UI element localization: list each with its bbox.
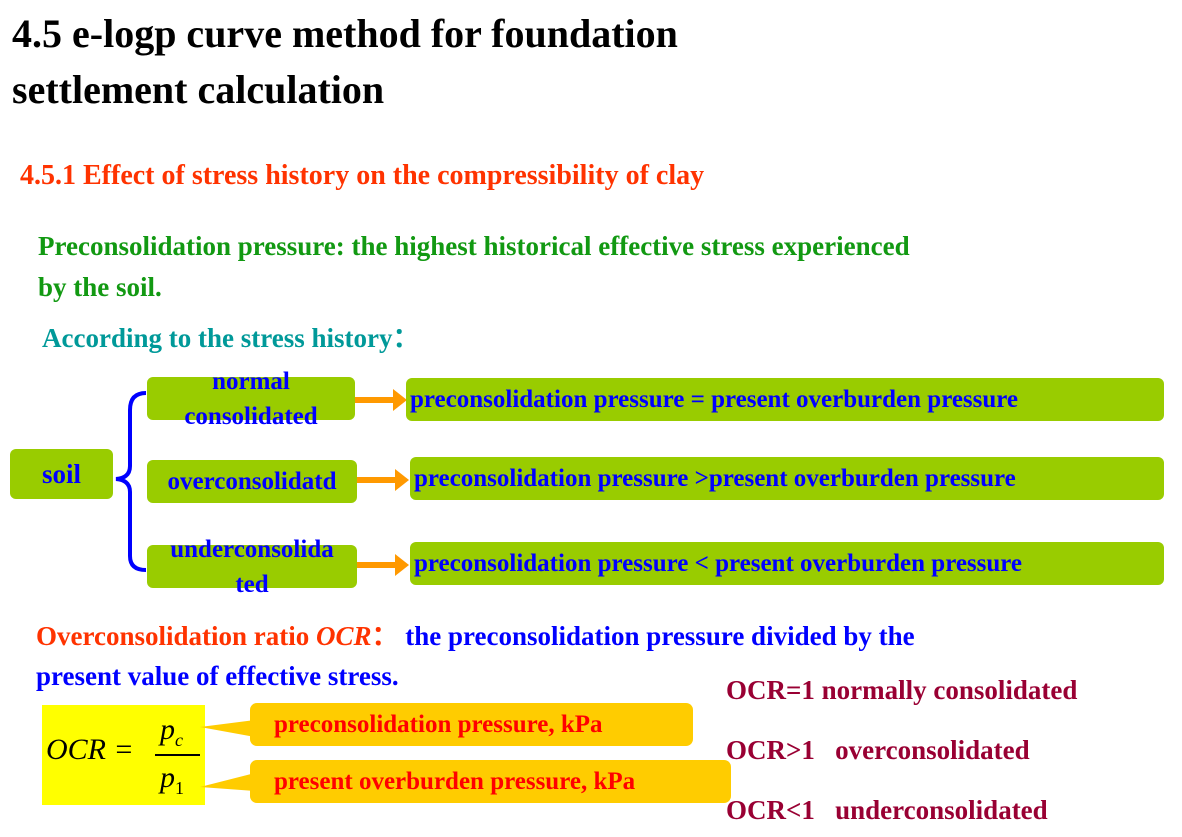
under-result-box: preconsolidation pressure < present over… (410, 542, 1164, 585)
callout-pointers (200, 720, 255, 791)
arrow-icon (357, 469, 409, 491)
arrow-icon (355, 389, 407, 411)
case-normal: OCR=1 normally consolidated (726, 675, 1078, 705)
numerator: pc (160, 713, 183, 750)
ocr-definition: Overconsolidation ratio OCR： the precons… (36, 621, 915, 691)
soil-box: soil (10, 449, 113, 499)
arrow-icon (357, 554, 409, 576)
formula-lhs: OCR = (46, 733, 134, 766)
stress-history-heading: According to the stress history： (42, 323, 420, 353)
ocr-formula: OCR = pc p1 (42, 705, 205, 805)
callout-overburden: present overburden pressure, kPa (250, 760, 731, 803)
section-heading: 4.5.1 Effect of stress history on the co… (20, 160, 705, 191)
overconsolidated-box: overconsolidatd (147, 460, 357, 503)
case-under: OCR<1 underconsolidated (726, 795, 1048, 825)
underconsolidated-box: underconsolida ted (147, 536, 357, 598)
denominator: p1 (160, 761, 184, 798)
normal-result-box: preconsolidation pressure = present over… (406, 378, 1164, 421)
callout-preconsolidation: preconsolidation pressure, kPa (250, 703, 693, 746)
definition-text: Preconsolidation pressure: the highest h… (38, 231, 910, 302)
fraction-bar (155, 754, 200, 756)
over-result-box: preconsolidation pressure >present overb… (410, 457, 1164, 500)
slide-title: 4.5 e-logp curve method for foundation se… (12, 11, 678, 112)
case-over: OCR>1 overconsolidated (726, 735, 1030, 765)
brace-icon (115, 391, 147, 572)
normal-consolidated-box: normal consolidated (147, 368, 355, 430)
